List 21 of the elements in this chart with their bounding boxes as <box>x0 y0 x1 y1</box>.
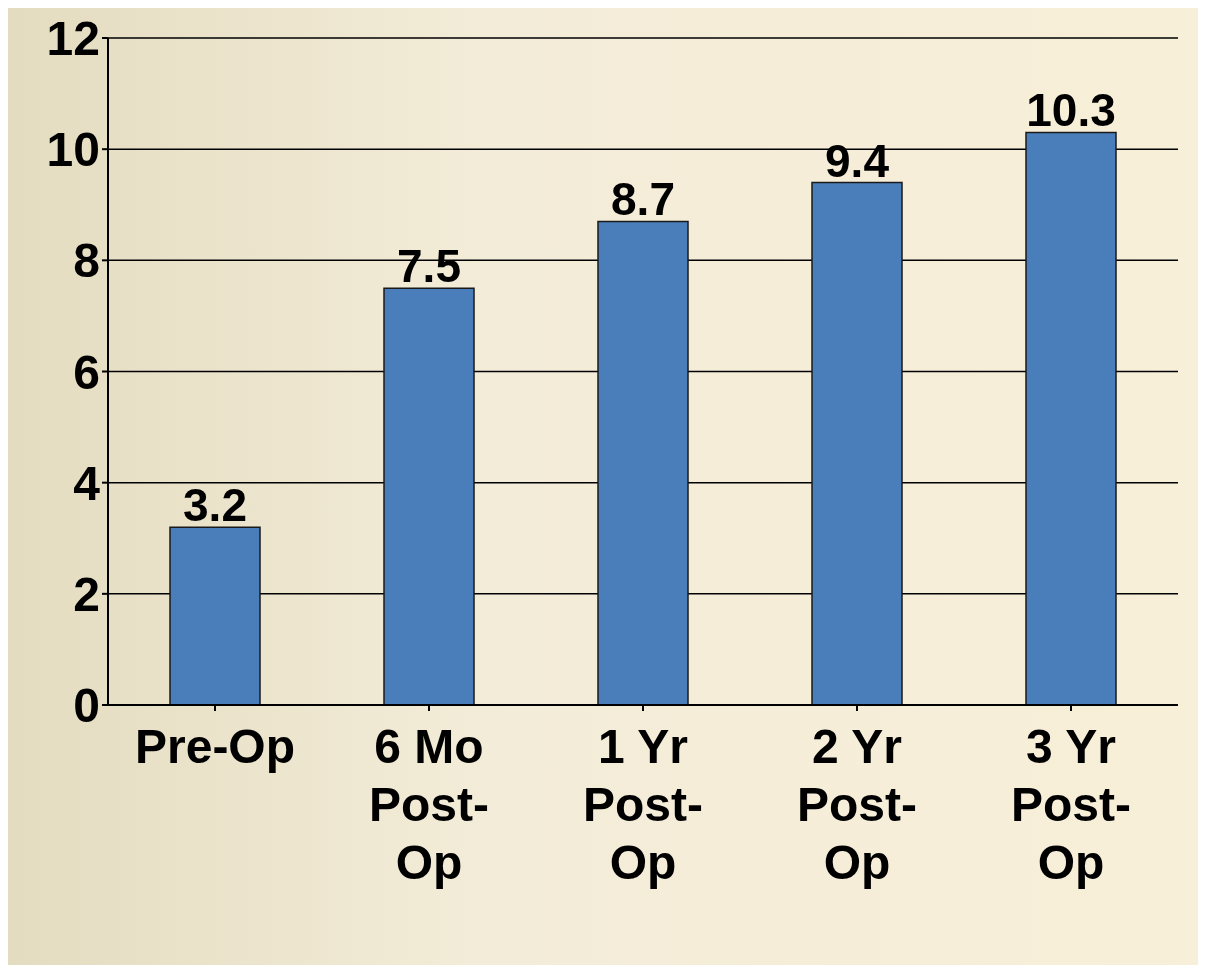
bar <box>1025 131 1117 705</box>
data-label: 8.7 <box>611 173 675 226</box>
x-tick-label: 6 Mo Post-Op <box>369 720 489 889</box>
bar <box>383 287 475 705</box>
y-tick-label: 8 <box>73 234 100 288</box>
bar <box>811 181 903 705</box>
x-tick-label: 2 Yr Post-Op <box>797 720 917 889</box>
data-label: 9.4 <box>825 134 890 187</box>
bar <box>597 220 689 705</box>
x-tick-label: Pre-Op <box>134 720 296 773</box>
y-tick-label: 10 <box>46 123 100 177</box>
y-tick-label: 0 <box>73 679 100 733</box>
y-tick-label: 2 <box>73 567 100 621</box>
y-tick-label: 12 <box>46 12 100 66</box>
x-tick-label: 3 Yr Post-Op <box>1011 720 1131 889</box>
data-label: 3.2 <box>183 479 247 532</box>
y-tick-label: 6 <box>73 345 100 399</box>
y-tick-label: 4 <box>73 456 101 510</box>
x-tick-label: 1 Yr Post-Op <box>583 720 703 889</box>
data-label: 10.3 <box>1026 84 1116 137</box>
bar <box>169 526 261 705</box>
